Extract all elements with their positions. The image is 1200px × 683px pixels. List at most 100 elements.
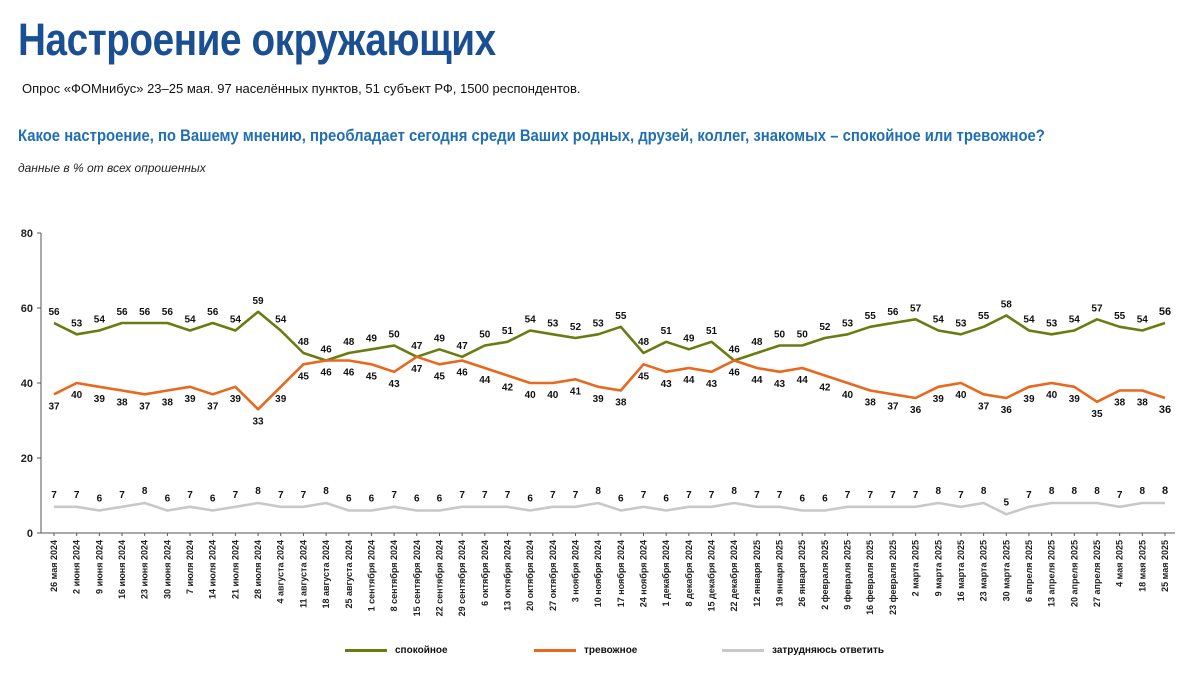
data-label-calm: 57 xyxy=(910,303,922,314)
x-tick-label: 3 ноября 2024 xyxy=(570,540,580,602)
data-label-unsure: 8 xyxy=(595,486,601,497)
legend-calm-swatch xyxy=(345,649,387,652)
data-label-calm: 48 xyxy=(343,337,355,348)
survey-subtitle: Опрос «ФОМнибус» 23–25 мая. 97 населённы… xyxy=(22,81,581,96)
x-tick-label: 8 сентября 2024 xyxy=(389,540,399,611)
x-tick-label: 7 июля 2024 xyxy=(185,540,195,594)
x-tick-label: 2 марта 2025 xyxy=(911,540,921,596)
x-tick-label: 9 марта 2025 xyxy=(933,540,943,596)
data-label-anxious: 45 xyxy=(298,371,310,382)
x-tick-label: 28 июля 2024 xyxy=(253,540,263,599)
data-label-unsure: 7 xyxy=(505,490,511,501)
legend-unsure-label: затрудняюсь ответить xyxy=(772,645,884,656)
data-label-anxious: 46 xyxy=(321,368,333,379)
data-label-unsure: 6 xyxy=(369,494,375,505)
x-tick-label: 4 мая 2025 xyxy=(1115,540,1125,587)
data-label-anxious: 33 xyxy=(252,416,264,427)
y-tick-label: 40 xyxy=(21,378,33,390)
x-tick-label: 16 июня 2024 xyxy=(117,540,127,599)
data-label-unsure: 6 xyxy=(437,494,443,505)
data-label-unsure: 7 xyxy=(550,490,556,501)
data-label-calm: 57 xyxy=(1091,303,1103,314)
data-label-unsure: 7 xyxy=(709,490,715,501)
x-tick-label: 8 декабря 2024 xyxy=(684,540,694,606)
data-label-anxious: 46 xyxy=(457,368,469,379)
data-label-anxious: 36 xyxy=(910,405,922,416)
x-tick-label: 11 августа 2024 xyxy=(298,540,308,608)
legend-unsure-swatch xyxy=(722,649,764,652)
data-label-calm: 49 xyxy=(683,333,695,344)
x-tick-label: 12 января 2025 xyxy=(752,540,762,607)
data-label-anxious: 37 xyxy=(978,401,990,412)
data-label-anxious: 43 xyxy=(706,379,718,390)
data-label-anxious: 37 xyxy=(207,401,219,412)
data-label-unsure: 7 xyxy=(482,490,488,501)
x-tick-label: 26 января 2025 xyxy=(797,540,807,607)
data-label-unsure: 8 xyxy=(935,486,941,497)
data-label-unsure: 8 xyxy=(1072,486,1078,497)
x-tick-label: 9 февраля 2025 xyxy=(843,540,853,610)
data-label-calm: 50 xyxy=(774,330,786,341)
data-label-anxious: 40 xyxy=(842,390,854,401)
x-tick-label: 21 июля 2024 xyxy=(230,540,240,599)
y-tick-label: 80 xyxy=(21,228,33,240)
x-tick-label: 22 декабря 2024 xyxy=(729,540,739,611)
data-label-unsure: 6 xyxy=(799,494,805,505)
x-tick-label: 23 марта 2025 xyxy=(979,540,989,601)
data-label-unsure: 8 xyxy=(1162,485,1168,497)
data-label-calm: 47 xyxy=(457,341,469,352)
data-label-unsure: 7 xyxy=(890,490,896,501)
data-label-unsure: 6 xyxy=(165,494,171,505)
data-label-anxious: 46 xyxy=(729,368,741,379)
legend-calm: спокойное xyxy=(345,645,448,656)
data-label-calm: 48 xyxy=(638,337,650,348)
data-label-calm: 55 xyxy=(865,311,877,322)
data-label-anxious: 38 xyxy=(116,398,128,409)
data-label-calm: 54 xyxy=(275,315,287,326)
x-tick-label: 18 августа 2024 xyxy=(321,540,331,609)
data-label-calm: 46 xyxy=(729,345,741,356)
x-tick-label: 1 декабря 2024 xyxy=(661,540,671,606)
data-label-anxious: 37 xyxy=(887,401,899,412)
data-label-calm: 54 xyxy=(230,315,242,326)
data-label-calm: 56 xyxy=(207,307,219,318)
data-label-unsure: 8 xyxy=(1140,486,1146,497)
data-label-anxious: 45 xyxy=(366,371,378,382)
data-label-anxious: 39 xyxy=(1069,394,1081,405)
x-tick-label: 2 июня 2024 xyxy=(72,540,82,594)
data-label-unsure: 6 xyxy=(346,494,352,505)
line-chart: 0 20 40 60 80 26 мая 2024 2 июня 2024 9 июня 20… xyxy=(21,228,1175,616)
data-label-calm: 55 xyxy=(615,311,627,322)
data-label-unsure: 7 xyxy=(74,490,80,501)
x-tick-label: 13 апреля 2025 xyxy=(1047,540,1057,607)
x-tick-label: 9 июня 2024 xyxy=(94,540,104,594)
data-label-calm: 54 xyxy=(933,315,945,326)
data-label-anxious: 36 xyxy=(1001,405,1013,416)
data-label-calm: 49 xyxy=(434,333,446,344)
data-label-calm: 53 xyxy=(593,318,605,329)
x-tick-label: 25 августа 2024 xyxy=(344,540,354,609)
legend-calm-label: спокойное xyxy=(395,645,448,656)
x-tick-label: 23 февраля 2025 xyxy=(888,540,898,615)
data-label-calm: 53 xyxy=(1046,318,1058,329)
data-label-unsure: 8 xyxy=(1049,486,1055,497)
data-label-anxious: 38 xyxy=(1114,398,1126,409)
y-tick-label: 20 xyxy=(21,453,33,465)
data-label-calm: 54 xyxy=(1023,315,1035,326)
data-label-calm: 50 xyxy=(479,330,491,341)
x-tick-label: 10 ноября 2024 xyxy=(593,540,603,607)
data-label-anxious: 37 xyxy=(48,401,60,412)
data-label-anxious: 39 xyxy=(94,394,106,405)
data-label-anxious: 39 xyxy=(230,394,242,405)
x-tick-label: 30 марта 2025 xyxy=(1001,540,1011,601)
x-tick-label: 22 сентября 2024 xyxy=(434,540,444,616)
data-label-unsure: 8 xyxy=(731,486,737,497)
data-label-unsure: 8 xyxy=(255,486,261,497)
data-label-anxious: 40 xyxy=(955,390,967,401)
page-title: Настроение окружающих xyxy=(18,14,496,65)
data-label-calm: 56 xyxy=(48,307,60,318)
data-label-calm: 48 xyxy=(298,337,310,348)
data-label-unsure: 7 xyxy=(641,490,647,501)
data-label-unsure: 7 xyxy=(1117,490,1123,501)
data-label-calm: 54 xyxy=(184,315,196,326)
